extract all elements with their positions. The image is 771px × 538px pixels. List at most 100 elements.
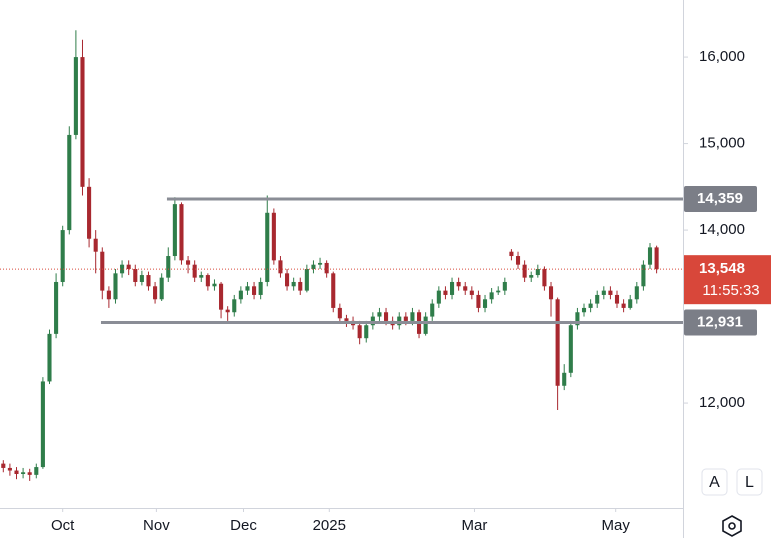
candle-body bbox=[232, 299, 237, 313]
candle-body bbox=[529, 275, 534, 278]
candle-body bbox=[27, 472, 32, 475]
candle-body bbox=[278, 260, 283, 274]
x-tick-label: 2025 bbox=[313, 517, 346, 534]
line-label: 12,931 bbox=[697, 314, 743, 331]
price-label-box bbox=[684, 255, 771, 305]
candle-body bbox=[146, 275, 151, 287]
y-tick-label: 14,000 bbox=[699, 221, 745, 238]
countdown: 11:55:33 bbox=[702, 282, 759, 299]
candle-body bbox=[496, 290, 501, 293]
candle-body bbox=[205, 275, 210, 287]
candle-body bbox=[80, 57, 85, 187]
y-tick-label: 16,000 bbox=[699, 48, 745, 65]
candle-body bbox=[581, 307, 587, 313]
candle-body bbox=[575, 312, 580, 326]
candle-body bbox=[476, 294, 481, 308]
candle-body bbox=[614, 294, 620, 304]
candle-body bbox=[410, 312, 415, 321]
candle-body bbox=[285, 273, 290, 287]
candle-body bbox=[502, 281, 507, 291]
x-tick-label: May bbox=[602, 517, 631, 534]
candle-body bbox=[641, 264, 646, 287]
candle-body bbox=[489, 292, 494, 300]
candle-body bbox=[364, 325, 369, 339]
candle-body bbox=[139, 275, 144, 282]
scale-button[interactable] bbox=[701, 468, 728, 496]
candle-body bbox=[153, 286, 158, 300]
y-tick-label: 12,000 bbox=[699, 394, 745, 411]
candle-body bbox=[397, 316, 402, 326]
candle-body bbox=[542, 269, 547, 287]
candle-body bbox=[212, 283, 217, 287]
candle-body bbox=[73, 57, 78, 135]
candle-body bbox=[258, 281, 263, 295]
candle-body bbox=[628, 299, 633, 308]
candle-body bbox=[67, 134, 72, 231]
candle-body bbox=[133, 269, 138, 282]
candle-body bbox=[568, 325, 573, 373]
candle-body bbox=[7, 467, 12, 471]
candle-body bbox=[318, 262, 323, 265]
candle-body bbox=[166, 256, 171, 278]
candle-body bbox=[469, 290, 474, 295]
candle-body bbox=[522, 264, 527, 278]
price-label: 13,548 bbox=[699, 260, 745, 277]
scale-button-label[interactable]: A bbox=[709, 474, 720, 491]
x-tick-label: Mar bbox=[462, 517, 488, 534]
candle-body bbox=[548, 286, 554, 300]
x-tick-label: Oct bbox=[51, 517, 75, 534]
candle-body bbox=[87, 186, 92, 239]
candle-body bbox=[430, 303, 435, 317]
candle-body bbox=[515, 256, 521, 265]
candle-body bbox=[383, 312, 389, 321]
line-label: 14,359 bbox=[697, 190, 743, 207]
candle-body bbox=[252, 286, 257, 295]
candle-body bbox=[403, 316, 408, 321]
candle-body bbox=[21, 472, 26, 474]
candle-body bbox=[634, 286, 639, 300]
candle-body bbox=[225, 309, 230, 313]
candle-body bbox=[562, 372, 567, 386]
candle-body bbox=[423, 316, 428, 334]
candle-body bbox=[463, 286, 468, 291]
candle-body bbox=[344, 318, 349, 321]
candle-body bbox=[324, 262, 329, 274]
candle-body bbox=[449, 281, 455, 295]
candle-body bbox=[443, 290, 448, 295]
candle-body bbox=[271, 212, 276, 261]
candle-body bbox=[436, 290, 441, 304]
candle-body bbox=[595, 294, 600, 304]
y-tick-label: 15,000 bbox=[699, 135, 745, 152]
candle-body bbox=[654, 247, 659, 270]
line-label-box bbox=[684, 309, 757, 336]
scale-button[interactable] bbox=[736, 468, 763, 496]
candle-body bbox=[621, 303, 626, 308]
candle-body bbox=[509, 251, 514, 257]
candle-body bbox=[265, 212, 270, 282]
candle-body bbox=[377, 312, 382, 317]
candle-body bbox=[54, 281, 59, 334]
candle-body bbox=[304, 269, 309, 291]
scale-button-label[interactable]: L bbox=[745, 474, 754, 491]
candle-body bbox=[14, 470, 19, 474]
candle-body bbox=[172, 204, 177, 257]
x-tick-label: Dec bbox=[230, 517, 257, 534]
candle-body bbox=[120, 264, 125, 274]
candle-body bbox=[337, 307, 342, 319]
settings-icon[interactable] bbox=[722, 515, 742, 537]
candle-body bbox=[298, 281, 303, 291]
candle-body bbox=[482, 299, 488, 308]
candle-body bbox=[40, 381, 45, 468]
candle-body bbox=[601, 290, 606, 295]
candle-body bbox=[34, 467, 39, 475]
x-tick-label: Nov bbox=[143, 517, 170, 534]
candle-body bbox=[179, 204, 184, 261]
candle-body bbox=[192, 264, 197, 278]
candle-body bbox=[331, 273, 336, 308]
candle-body bbox=[647, 247, 653, 265]
candle-body bbox=[291, 281, 296, 287]
candle-body bbox=[456, 281, 461, 287]
settings-hex bbox=[722, 515, 742, 537]
candle-body bbox=[93, 238, 98, 252]
